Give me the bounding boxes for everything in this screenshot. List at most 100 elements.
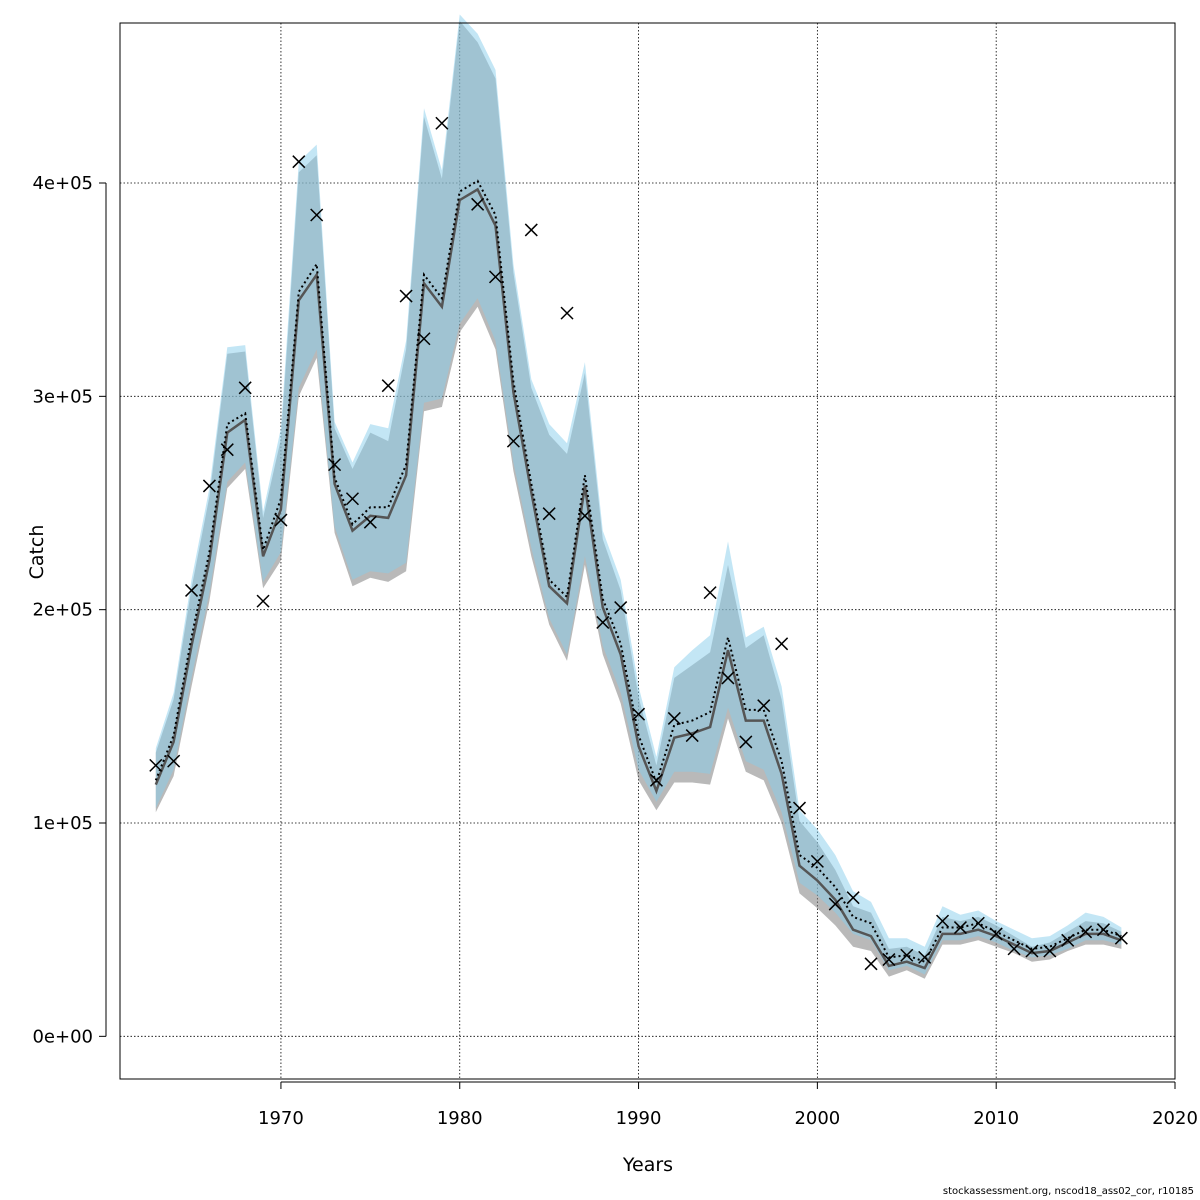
data-point-1969: [256, 594, 270, 608]
y-tick-label: 4e+05: [32, 173, 93, 194]
data-point-1974: [345, 492, 359, 506]
marker-stroke: [274, 513, 288, 527]
y-tick-label: 1e+05: [32, 813, 93, 834]
marker-stroke: [292, 155, 306, 169]
data-point-1983: [506, 434, 520, 448]
data-point-1978: [417, 332, 431, 346]
marker-stroke: [792, 801, 807, 815]
marker-stroke: [882, 953, 896, 967]
line-reference-estimate: [154, 187, 1122, 970]
marker-stroke: [1061, 933, 1075, 947]
marker-stroke: [381, 379, 395, 393]
marker-stroke: [220, 443, 234, 457]
data-point-1982: [488, 270, 503, 284]
data-point-1967: [220, 443, 234, 457]
x-axis: 1970 1980 1990 2000 2010 2020: [258, 1081, 1198, 1129]
data-point-1990: [632, 707, 646, 721]
data-point-1999: [792, 801, 807, 815]
data-point-1986: [560, 306, 574, 320]
marker-stroke: [596, 615, 610, 629]
marker-stroke: [345, 492, 359, 506]
data-point-1985: [542, 507, 556, 521]
marker-stroke: [363, 515, 377, 529]
marker-stroke: [775, 637, 789, 651]
x-tick-label: 2010: [973, 1108, 1019, 1129]
data-point-1991: [649, 773, 663, 787]
data-point-1973: [328, 458, 342, 472]
data-point-1964: [167, 754, 181, 768]
data-point-1998: [775, 637, 789, 651]
marker-stroke: [471, 197, 485, 211]
data-point-1989: [614, 601, 628, 615]
data-point-2006: [918, 950, 932, 964]
data-point-2005: [900, 948, 914, 962]
data-point-1971: [292, 155, 306, 169]
marker-stroke: [757, 699, 771, 713]
data-point-2013: [1043, 944, 1057, 958]
data-point-1976: [381, 379, 395, 393]
marker-stroke: [524, 223, 538, 237]
data-point-1987: [578, 509, 592, 523]
y-tick-label: 0e+00: [32, 1026, 93, 1047]
footer-credit: stockassessment.org, nscod18_ass02_cor, …: [942, 1186, 1194, 1197]
x-tick-label: 1970: [258, 1108, 304, 1129]
marker-stroke: [578, 509, 592, 523]
data-point-1977: [399, 289, 413, 303]
marker-stroke: [238, 381, 252, 395]
marker-stroke: [900, 948, 914, 962]
marker-stroke: [632, 707, 646, 721]
data-point-1966: [202, 479, 216, 493]
band-current: [155, 14, 1122, 975]
marker-stroke: [1096, 923, 1111, 937]
marker-stroke: [149, 758, 163, 772]
y-tick-label: 3e+05: [32, 386, 93, 407]
marker-stroke: [167, 754, 181, 768]
marker-stroke: [721, 671, 735, 685]
marker-stroke: [399, 289, 413, 303]
data-point-2015: [1079, 925, 1093, 939]
marker-stroke: [614, 601, 628, 615]
marker-stroke: [667, 711, 681, 725]
data-point-2017: [1114, 931, 1128, 945]
marker-stroke: [828, 897, 842, 911]
x-tick-label: 1990: [616, 1108, 662, 1129]
marker-stroke: [1025, 944, 1039, 958]
marker-stroke: [971, 916, 985, 930]
data-point-2004: [882, 953, 896, 967]
data-point-2009: [971, 916, 985, 930]
data-point-2012: [1025, 944, 1039, 958]
marker-stroke: [328, 458, 342, 472]
marker-stroke: [310, 208, 324, 222]
data-point-1995: [721, 671, 735, 685]
data-point-1988: [596, 615, 610, 629]
marker-stroke: [936, 914, 950, 928]
marker-stroke: [506, 434, 520, 448]
data-point-2011: [1007, 942, 1021, 956]
x-tick-label: 1980: [437, 1108, 483, 1129]
line-current-estimate: [154, 179, 1122, 963]
plot-frame: [119, 22, 1176, 1080]
data-point-2010: [989, 927, 1003, 941]
marker-stroke: [739, 735, 753, 749]
marker-stroke: [417, 332, 431, 346]
marker-stroke: [488, 270, 503, 284]
data-point-1993: [685, 729, 699, 743]
marker-stroke: [256, 594, 270, 608]
data-point-2016: [1096, 923, 1111, 937]
data-point-1965: [184, 583, 199, 597]
data-point-1972: [310, 208, 324, 222]
marker-stroke: [202, 479, 216, 493]
marker-stroke: [542, 507, 556, 521]
marker-stroke: [184, 583, 199, 597]
marker-stroke: [685, 729, 699, 743]
marker-stroke: [1114, 931, 1128, 945]
marker-stroke: [953, 921, 967, 935]
marker-stroke: [1043, 944, 1057, 958]
data-point-1968: [238, 381, 252, 395]
data-point-1997: [757, 699, 771, 713]
data-point-2002: [846, 891, 860, 905]
x-tick-label: 2020: [1152, 1108, 1198, 1129]
x-tick-label: 2000: [794, 1108, 840, 1129]
marker-stroke: [810, 854, 824, 868]
data-point-1996: [739, 735, 753, 749]
